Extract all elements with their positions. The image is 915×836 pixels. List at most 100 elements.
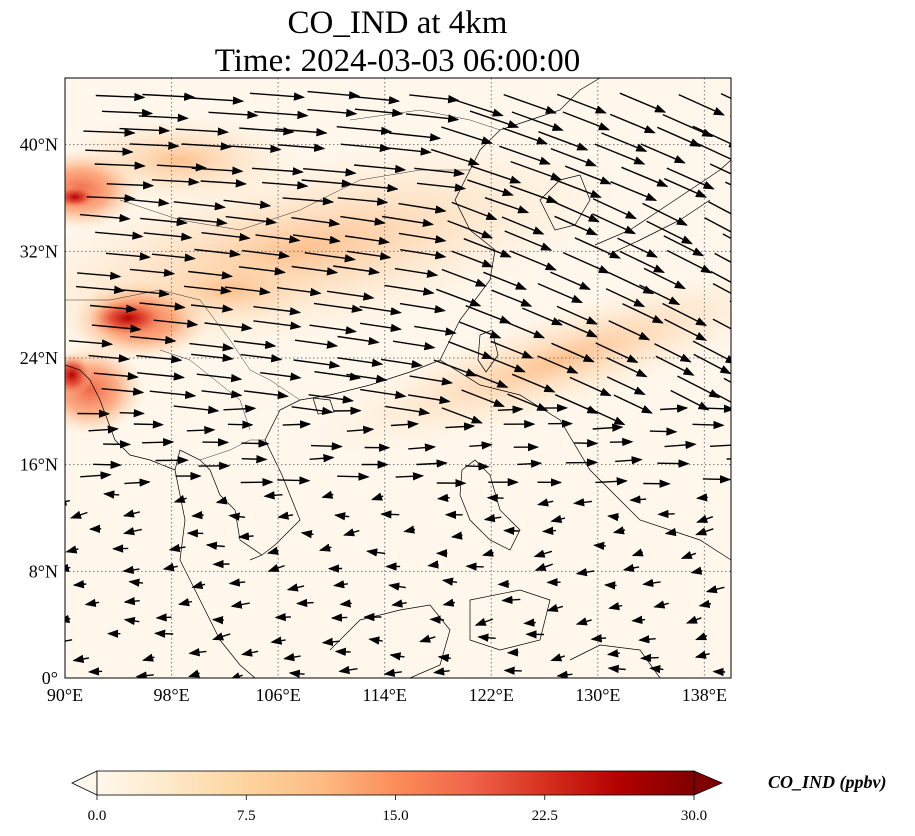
colorbar-tick-label: 30.0 (681, 808, 707, 824)
wind-arrow (215, 496, 228, 505)
wind-arrow (433, 359, 478, 377)
wind-arrow (318, 543, 332, 552)
wind-arrow (211, 615, 224, 625)
wind-arrow (697, 143, 731, 160)
wind-arrow (178, 217, 228, 227)
wind-arrow (381, 215, 435, 228)
wind-arrow (663, 235, 705, 257)
wind-arrow (502, 127, 549, 145)
wind-arrow (173, 201, 226, 211)
wind-arrow (467, 179, 514, 196)
wind-arrow (403, 525, 416, 534)
wind-arrow (692, 420, 725, 430)
wind-arrow (291, 265, 339, 276)
wind-arrow (612, 526, 626, 535)
wind-arrow (619, 92, 667, 113)
wind-arrow (643, 267, 686, 290)
wind-arrow (640, 143, 686, 164)
wind-arrow (677, 375, 721, 399)
colorbar: 0.0 7.5 15.0 22.5 30.0 CO_IND (ppbv) (71, 770, 887, 824)
wind-arrow (183, 285, 232, 295)
wind-arrow (201, 390, 243, 399)
wind-arrow (309, 454, 335, 463)
wind-arrow (143, 232, 193, 241)
wind-arrow (153, 319, 199, 328)
wind-arrow (135, 671, 154, 678)
wind-arrow (154, 629, 174, 638)
wind-arrow (601, 132, 648, 152)
lat-tick-label: 24°N (20, 348, 58, 368)
wind-arrow (655, 355, 695, 376)
wind-arrow (554, 215, 598, 236)
wind-arrow (275, 128, 328, 137)
wind-arrow (228, 144, 282, 154)
wind-arrow (79, 213, 131, 223)
wind-arrow (593, 541, 606, 551)
wind-arrow (223, 404, 257, 413)
wind-arrow (504, 230, 553, 251)
wind-arrow (398, 232, 447, 244)
wind-arrow (483, 513, 502, 523)
wind-arrow (294, 339, 339, 349)
wind-arrow (554, 394, 599, 414)
wind-arrow (606, 376, 646, 396)
wind-arrow (569, 376, 612, 397)
wind-arrow (416, 182, 467, 192)
wind-arrow (370, 492, 384, 501)
wind-arrow (606, 357, 648, 378)
wind-arrow (406, 113, 460, 123)
wind-arrow (255, 234, 301, 244)
wind-arrow (65, 497, 71, 506)
wind-arrow (409, 375, 454, 386)
wind-arrow (89, 304, 138, 313)
wind-arrow (546, 603, 564, 613)
wind-arrow (678, 93, 725, 116)
wind-arrow (239, 127, 295, 136)
wind-arrow (394, 267, 439, 278)
wind-arrow (69, 339, 114, 348)
wind-arrow (196, 373, 243, 383)
lon-tick-label: 138°E (682, 685, 727, 705)
wind-arrow (638, 635, 656, 644)
wind-arrow (80, 471, 112, 480)
wind-arrow (151, 253, 196, 262)
wind-arrow (253, 305, 302, 316)
wind-arrow (609, 113, 656, 134)
wind-arrow (510, 160, 563, 181)
wind-arrow (204, 322, 253, 332)
wind-arrow (709, 444, 731, 447)
wind-arrow (65, 614, 71, 623)
wind-arrow (241, 648, 259, 657)
wind-arrow (381, 146, 432, 156)
wind-arrow (337, 335, 380, 346)
wind-arrow (619, 250, 665, 274)
wind-arrow (441, 126, 494, 145)
wind-arrow (86, 194, 136, 203)
wind-arrow (350, 183, 399, 193)
wind-arrow (503, 93, 557, 114)
wind-arrow (277, 143, 326, 152)
wind-arrow (228, 512, 246, 521)
wind-arrow (240, 353, 283, 363)
wind-arrow (574, 439, 599, 448)
wind-arrow (346, 373, 388, 383)
wind-arrow (470, 165, 522, 184)
wind-arrow (666, 249, 713, 274)
wind-arrow (459, 321, 502, 339)
wind-arrow (237, 532, 254, 541)
wind-arrow (617, 237, 658, 258)
wind-arrow (692, 125, 731, 148)
wind-arrow (469, 371, 509, 388)
wind-arrow (173, 494, 187, 503)
wind-arrow (354, 108, 404, 118)
wind-arrow (390, 420, 419, 429)
wind-arrow (723, 377, 731, 384)
wind-arrow (338, 665, 358, 675)
wind-arrow (550, 514, 566, 524)
wind-arrow (77, 271, 122, 280)
wind-arrow (286, 583, 305, 592)
wind-arrow (124, 478, 151, 487)
wind-arrow (151, 177, 200, 186)
wind-arrow (499, 145, 551, 165)
wind-arrow (657, 126, 702, 147)
